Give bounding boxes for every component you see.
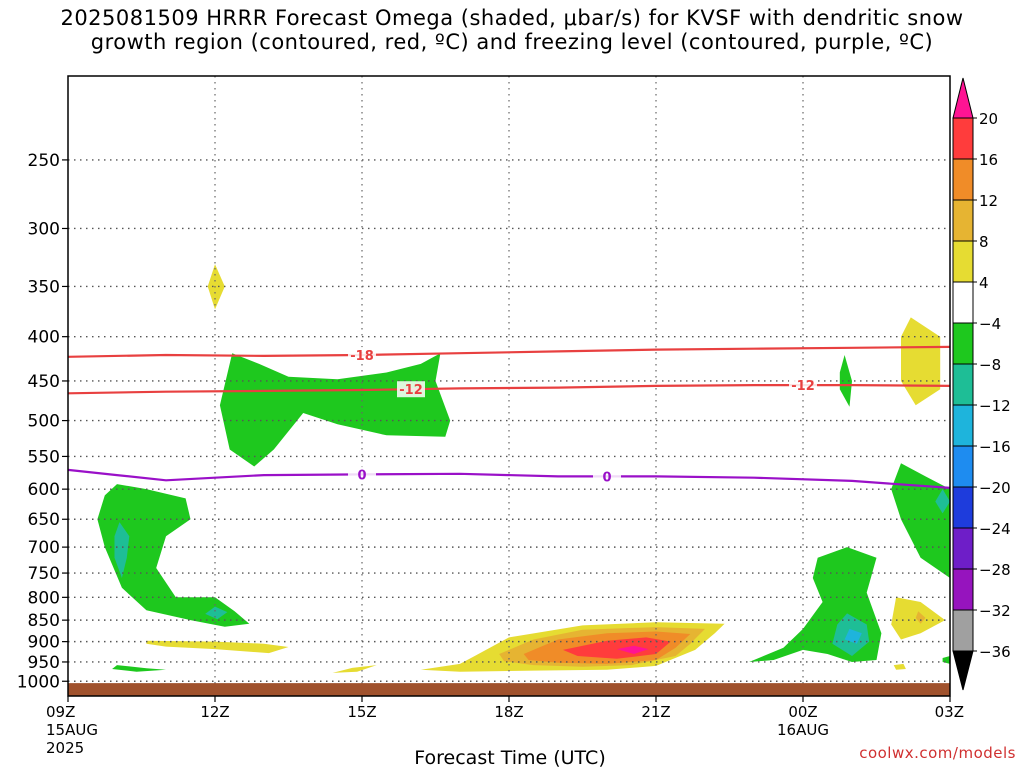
omega-region-16 [146, 640, 289, 654]
omega-shading-layer [97, 264, 950, 673]
colorbar-label-7: −12 [979, 397, 1011, 415]
colorbar-bottom-arrow [952, 650, 974, 691]
omega-region-12 [207, 264, 225, 310]
y-tick-label-1000: 1000 [17, 672, 60, 692]
x-tick-label-15Z: 15Z [347, 703, 376, 721]
contour-label-bg-2 [348, 466, 376, 483]
contour-label-bg-4 [789, 377, 817, 394]
x-tick-date-09Z: 15AUG [46, 721, 98, 739]
omega-region-22 [332, 665, 377, 673]
colorbar-bin-5 [952, 322, 974, 365]
x-tick-label-12Z: 12Z [200, 703, 229, 721]
colorbar-top-arrow [952, 77, 974, 119]
colorbar-bin-8 [952, 445, 974, 488]
y-tick-label-750: 750 [28, 564, 60, 584]
y-tick-label-800: 800 [28, 588, 60, 608]
x-axis-label: Forecast Time (UTC) [414, 747, 605, 768]
colorbar-bin-2 [952, 199, 974, 242]
omega-region-23 [893, 663, 906, 670]
colorbar-label-0: 20 [979, 110, 998, 128]
y-tick-label-450: 450 [28, 372, 60, 392]
omega-region-3 [205, 606, 228, 620]
colorbar-label-9: −20 [979, 479, 1011, 497]
y-tick-label-550: 550 [28, 447, 60, 467]
x-tick-label-00Z: 00Z [788, 703, 817, 721]
colorbar-label-12: −32 [979, 602, 1011, 620]
x-tick-label-21Z: 21Z [641, 703, 670, 721]
colorbar-bin-9 [952, 486, 974, 529]
contour-label-2: 0 [357, 468, 366, 483]
y-tick-label-850: 850 [28, 611, 60, 631]
grid-layer [68, 76, 950, 696]
x-tick-label-03Z: 03Z [935, 703, 964, 721]
contour-label-3: 0 [602, 470, 611, 485]
credit-text: coolwx.com/models [859, 744, 1016, 762]
y-tick-label-700: 700 [28, 538, 60, 558]
colorbar-bin-7 [952, 404, 974, 447]
x-tick-date-00Z: 16AUG [777, 721, 829, 739]
colorbar-bin-0 [952, 117, 974, 160]
colorbar-label-6: −8 [979, 356, 1001, 374]
omega-region-10 [112, 665, 166, 672]
chart-title-line-2: growth region (contoured, red, ºC) and f… [90, 30, 934, 54]
colorbar-label-10: −24 [979, 520, 1011, 538]
y-tick-label-650: 650 [28, 510, 60, 530]
y-tick-label-400: 400 [28, 328, 60, 348]
y-tick-label-600: 600 [28, 480, 60, 500]
colorbar-label-3: 8 [979, 233, 989, 251]
contour-label-bg-0 [348, 347, 376, 364]
contour-label-0: -18 [350, 349, 374, 364]
y-tick-label-350: 350 [28, 277, 60, 297]
contour-label-4: -12 [791, 379, 815, 394]
contour-line-2 [67, 468, 951, 489]
colorbar-label-2: 12 [979, 192, 998, 210]
y-tick-label-250: 250 [28, 151, 60, 171]
contour-line-0 [67, 345, 951, 358]
colorbar-label-4: 4 [979, 274, 989, 292]
omega-region-13 [901, 317, 941, 406]
colorbar-label-1: 16 [979, 151, 998, 169]
omega-region-15 [915, 611, 926, 624]
contour-label-bg-3 [593, 468, 621, 485]
colorbar: 20 16 12 8 4 −4 −8 −12 −16 −20 −24 −28 −32 −36 [952, 77, 1011, 691]
contour-layer: -18 -12 0 0 -12 [67, 345, 951, 489]
colorbar-label-8: −16 [979, 438, 1011, 456]
x-tick-label-09Z: 09Z [46, 703, 75, 721]
omega-region-8 [844, 628, 862, 644]
contour-label-bg-1 [397, 381, 425, 398]
y-tick-label-500: 500 [28, 412, 60, 432]
omega-region-0 [219, 353, 451, 467]
x-tick-year-09Z: 2025 [46, 739, 84, 757]
contour-label-1: -12 [399, 383, 423, 398]
colorbar-bin-11 [952, 568, 974, 611]
colorbar-bin-12 [952, 609, 974, 652]
y-tick-label-950: 950 [28, 653, 60, 673]
x-tick-label-18Z: 18Z [494, 703, 523, 721]
y-tick-label-300: 300 [28, 219, 60, 239]
omega-region-21 [616, 645, 649, 654]
colorbar-bin-3 [952, 240, 974, 283]
ground-strip [68, 683, 950, 696]
omega-region-9 [839, 355, 852, 407]
colorbar-bin-6 [952, 363, 974, 406]
chart-title-line-1: 2025081509 HRRR Forecast Omega (shaded, … [60, 6, 964, 30]
chart-title: 2025081509 HRRR Forecast Omega (shaded, … [0, 6, 1024, 54]
colorbar-bin-1 [952, 158, 974, 201]
omega-region-4 [891, 463, 950, 578]
omega-region-20 [562, 637, 671, 659]
colorbar-label-11: −28 [979, 561, 1011, 579]
omega-region-11 [942, 656, 950, 664]
colorbar-bin-10 [952, 527, 974, 570]
axes-layer: 2503003504004505005506006507007508008509… [17, 151, 964, 757]
omega-region-5 [935, 489, 950, 514]
y-tick-label-900: 900 [28, 633, 60, 653]
colorbar-label-5: −4 [979, 315, 1001, 333]
colorbar-label-13: −36 [979, 643, 1011, 661]
colorbar-bin-4 [952, 281, 974, 324]
omega-region-2 [114, 522, 130, 578]
